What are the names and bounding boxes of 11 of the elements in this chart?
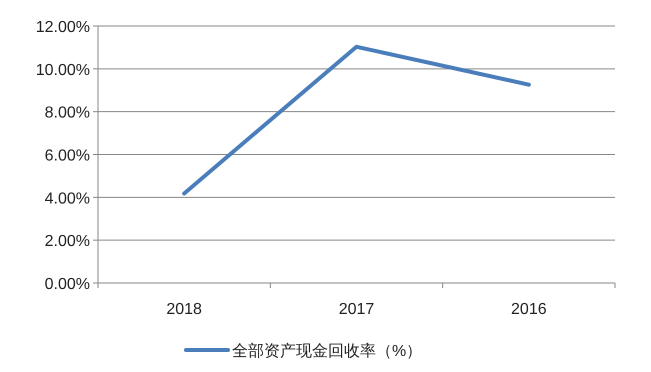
y-tick-label: 10.00% [36,62,90,79]
y-tick-label: 4.00% [44,190,90,208]
x-tick-label: 2018 [166,301,202,318]
x-tick-label: 2017 [338,301,374,318]
legend-label: 全部资产现金回收率（%） [232,342,422,360]
y-tick-label: 2.00% [44,233,90,250]
y-tick-label: 12.00% [36,19,90,36]
y-tick-label: 8.00% [44,104,90,122]
y-tick-label: 6.00% [44,148,90,164]
x-tick-label: 2016 [511,301,547,318]
y-tick-label: 0.00% [44,276,90,293]
